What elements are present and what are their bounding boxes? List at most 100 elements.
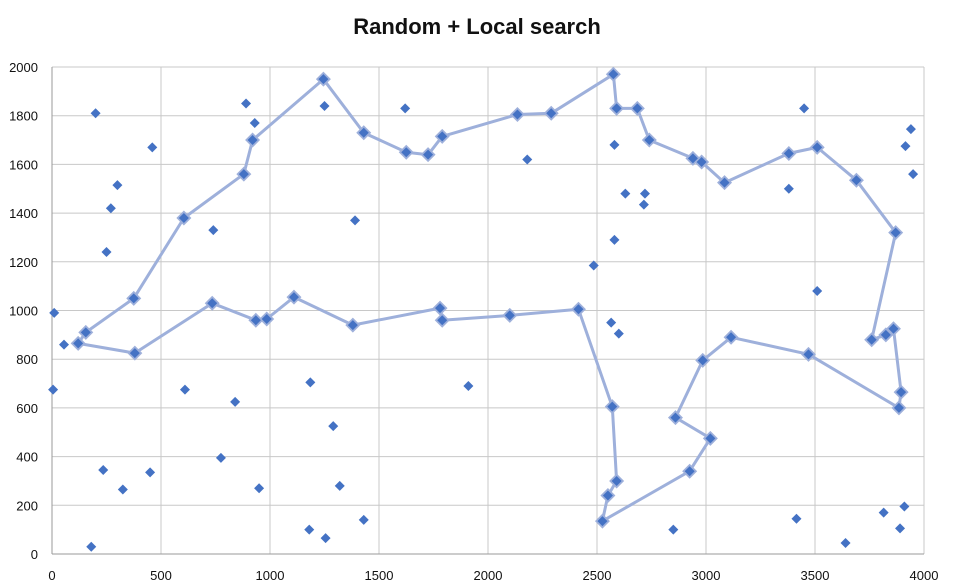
x-tick-label: 1000 <box>256 568 285 583</box>
data-point <box>179 384 190 395</box>
y-tick-label: 200 <box>16 498 38 513</box>
data-point <box>241 98 252 109</box>
route-point <box>207 298 218 309</box>
data-point <box>328 421 339 432</box>
data-point <box>319 100 330 111</box>
route-point <box>697 355 708 366</box>
x-tick-label: 500 <box>150 568 172 583</box>
route-point <box>128 293 139 304</box>
data-point <box>86 541 97 552</box>
data-point <box>905 124 916 135</box>
data-point <box>588 260 599 271</box>
data-point <box>613 328 624 339</box>
route-point <box>250 315 261 326</box>
route-point <box>893 402 904 413</box>
y-tick-label: 1200 <box>9 255 38 270</box>
route-point <box>178 212 189 223</box>
x-tick-label: 1500 <box>365 568 394 583</box>
route-point <box>719 177 730 188</box>
data-point <box>305 377 316 388</box>
data-point <box>638 199 649 210</box>
y-tick-label: 400 <box>16 450 38 465</box>
route-point <box>608 69 619 80</box>
route-point <box>80 327 91 338</box>
grid-lines <box>51 66 925 555</box>
y-tick-label: 1800 <box>9 109 38 124</box>
data-point <box>48 384 59 395</box>
data-point <box>117 484 128 495</box>
route-point <box>512 109 523 120</box>
route-point <box>783 148 794 159</box>
data-point <box>105 203 116 214</box>
route-point <box>597 516 608 527</box>
data-point <box>320 533 331 544</box>
data-point <box>249 118 260 129</box>
y-tick-label: 1600 <box>9 157 38 172</box>
x-tick-label: 4000 <box>910 568 939 583</box>
data-point <box>799 103 810 114</box>
y-tick-label: 600 <box>16 401 38 416</box>
data-point <box>908 169 919 180</box>
y-tick-label: 800 <box>16 352 38 367</box>
route-point <box>437 315 448 326</box>
route-point <box>851 175 862 186</box>
route-point <box>73 338 84 349</box>
data-point <box>304 524 315 535</box>
data-point <box>895 523 906 534</box>
route-point <box>247 135 258 146</box>
route-point <box>705 433 716 444</box>
x-tick-label: 3000 <box>692 568 721 583</box>
route-point <box>607 401 618 412</box>
route-point <box>687 153 698 164</box>
data-point <box>463 380 474 391</box>
data-point <box>522 154 533 165</box>
data-point <box>899 501 910 512</box>
tick-labels: 0 500 1000 1500 2000 2500 3000 3500 4000 0 200 400 6… <box>9 60 938 583</box>
chart-title: Random + Local search <box>353 14 601 39</box>
route-point <box>261 314 272 325</box>
route-point <box>288 292 299 303</box>
route-point <box>504 310 515 321</box>
data-point <box>609 234 620 245</box>
y-tick-label: 1400 <box>9 206 38 221</box>
data-point <box>639 188 650 199</box>
route-point <box>318 74 329 85</box>
y-tick-label: 0 <box>31 547 38 562</box>
route-point <box>880 329 891 340</box>
route-point <box>602 490 613 501</box>
route-point <box>358 127 369 138</box>
data-point <box>358 514 369 525</box>
point-series <box>48 69 919 552</box>
route-point <box>726 332 737 343</box>
y-tick-label: 1000 <box>9 304 38 319</box>
route-point <box>632 103 643 114</box>
data-point <box>112 180 123 191</box>
data-point <box>606 317 617 328</box>
route-point <box>896 387 907 398</box>
data-point <box>668 524 679 535</box>
data-point <box>58 339 69 350</box>
route-point <box>437 131 448 142</box>
route-point <box>670 412 681 423</box>
data-point <box>400 103 411 114</box>
data-point <box>230 396 241 407</box>
route-point <box>401 147 412 158</box>
data-point <box>900 141 911 152</box>
data-point <box>90 108 101 119</box>
route-point <box>238 169 249 180</box>
x-tick-label: 0 <box>48 568 55 583</box>
route-point <box>812 142 823 153</box>
route-point <box>546 108 557 119</box>
data-point <box>878 507 889 518</box>
x-tick-label: 2500 <box>583 568 612 583</box>
data-point <box>783 183 794 194</box>
data-point <box>208 225 219 236</box>
route-point <box>129 348 140 359</box>
route-point <box>684 466 695 477</box>
data-point <box>620 188 631 199</box>
data-point <box>215 452 226 463</box>
x-tick-label: 2000 <box>474 568 503 583</box>
x-tick-label: 3500 <box>801 568 830 583</box>
data-point <box>840 538 851 549</box>
